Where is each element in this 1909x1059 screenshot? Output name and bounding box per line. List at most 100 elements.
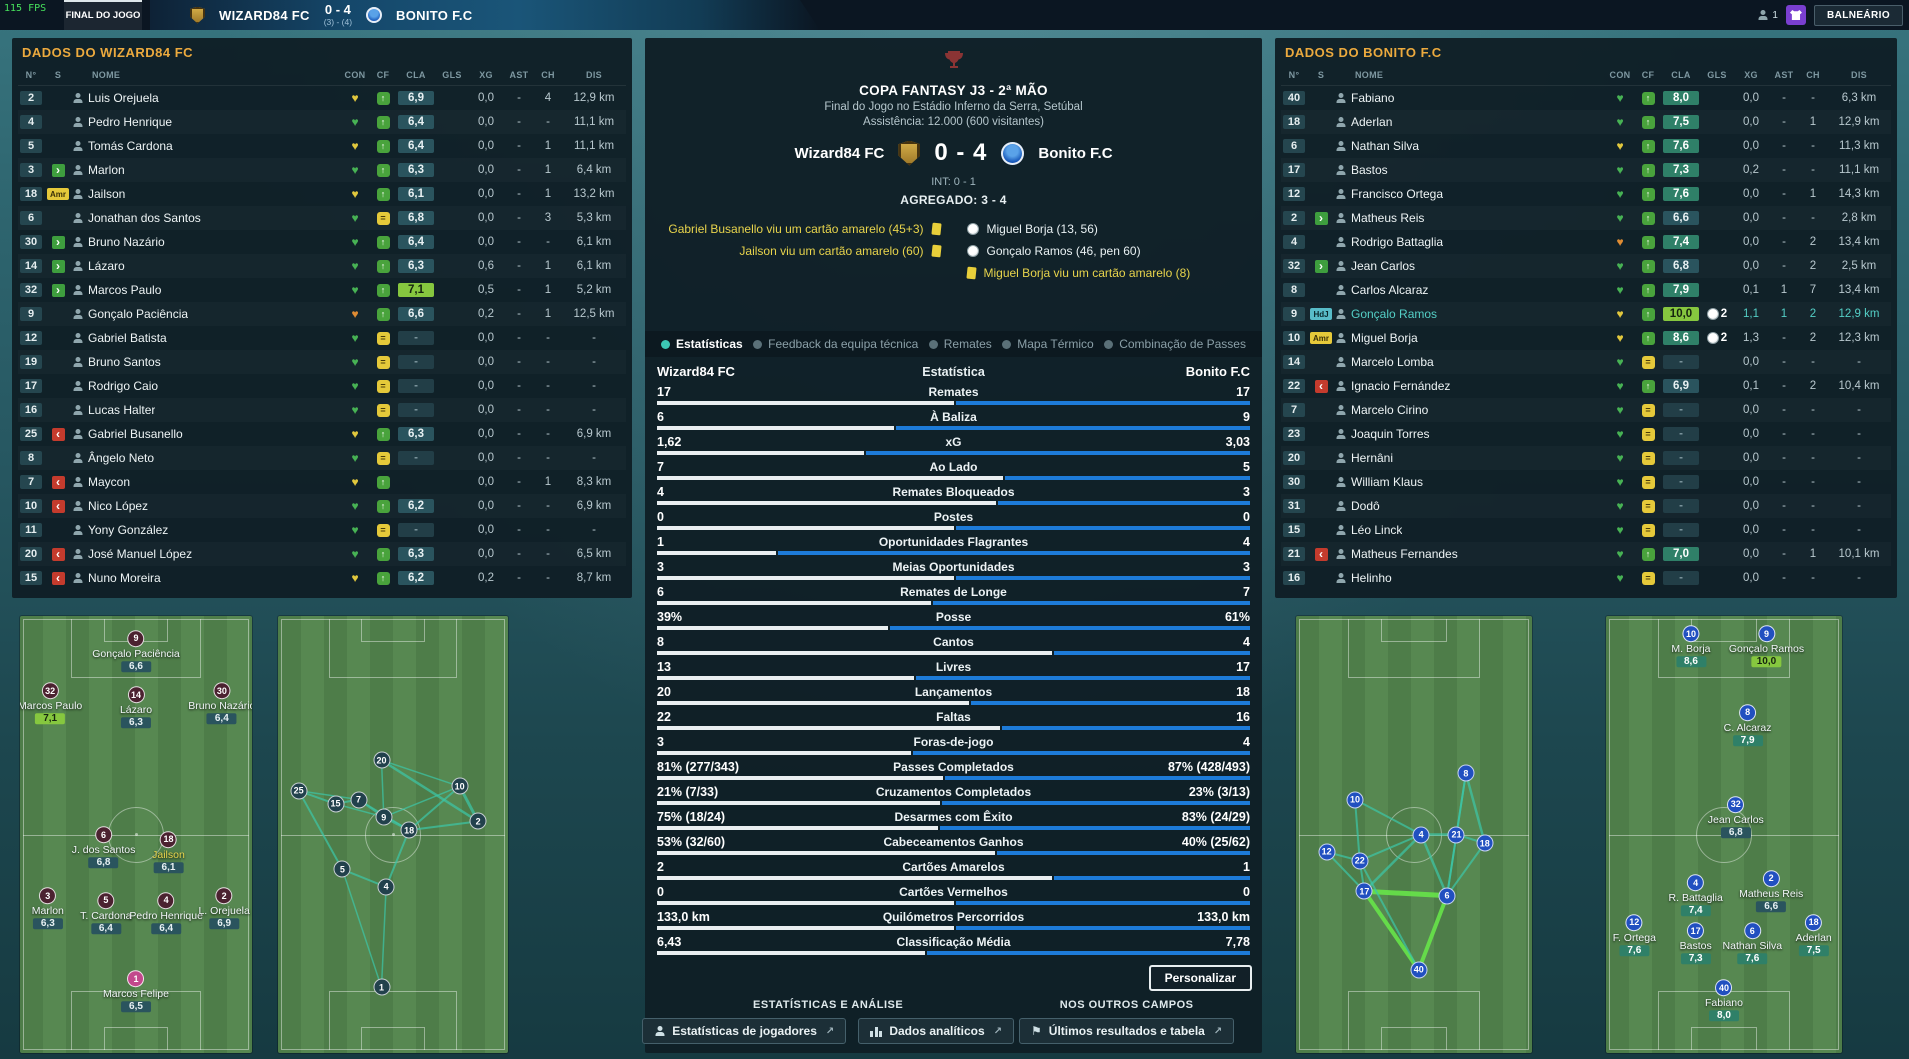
player-node[interactable]: 1 Marcos Felipe 6,5 xyxy=(103,970,169,1013)
kit-button[interactable] xyxy=(1785,5,1806,25)
network-node[interactable]: 8 xyxy=(1457,764,1475,782)
network-node[interactable]: 22 xyxy=(1351,852,1369,870)
player-node[interactable]: 10 M. Borja 8,6 xyxy=(1671,625,1711,668)
player-row[interactable]: 30 William Klaus ♥ = -0,0- - - xyxy=(1281,470,1891,494)
player-row[interactable]: 18 Aderlan ♥ ↑ 7,5 0,0 - 1 12,9 km xyxy=(1281,110,1891,134)
network-node[interactable]: 12 xyxy=(1318,843,1336,861)
player-row[interactable]: 20 ‹ José Manuel López ♥ ↑ 6,3 0,0 - - 6,5 km xyxy=(18,542,626,566)
player-row[interactable]: 8 Carlos Alcaraz ♥ ↑ 7,9 0,1 1 7 13,4 km xyxy=(1281,278,1891,302)
player-row[interactable]: 10 Amr Miguel Borja ♥ ↑ 8,6 2 1,3-2 12,3 km xyxy=(1281,326,1891,350)
player-row[interactable]: 40 Fabiano ♥ ↑ 8,0 0,0 - - 6,3 km xyxy=(1281,86,1891,110)
player-node[interactable]: 6 Nathan Silva 7,6 xyxy=(1723,922,1782,965)
player-row[interactable]: 31 Dodô ♥ = -0,0- - - xyxy=(1281,494,1891,518)
player-row[interactable]: 2 Luis Orejuela ♥ ↑ 6,9 0,0 - 4 12,9 km xyxy=(18,86,626,110)
player-row[interactable]: 16 Lucas Halter ♥ = -0,0- - - xyxy=(18,398,626,422)
player-row[interactable]: 16 Helinho ♥ = -0,0- - - xyxy=(1281,566,1891,590)
player-row[interactable]: 6 Jonathan dos Santos ♥ = 6,8 0,0 - 3 5,3 km xyxy=(18,206,626,230)
player-node[interactable]: 6 J. dos Santos 6,8 xyxy=(72,826,135,869)
player-row[interactable]: 7 ‹ Maycon ♥ ↑ 0,0 - 1 8,3 km xyxy=(18,470,626,494)
player-row[interactable]: 23 Joaquin Torres ♥ = -0,0- - - xyxy=(1281,422,1891,446)
player-node[interactable]: 2 L. Orejuela 6,9 xyxy=(198,887,250,930)
player-row[interactable]: 15 Léo Linck ♥ = -0,0- - - xyxy=(1281,518,1891,542)
people-count[interactable]: 1 xyxy=(1757,10,1778,21)
network-node[interactable]: 7 xyxy=(350,791,367,809)
player-row[interactable]: 32 › Marcos Paulo ♥ ↑ 7,1 0,5 - 1 5,2 km xyxy=(18,278,626,302)
player-row[interactable]: 17 Bastos ♥ ↑ 7,3 0,2 - - 11,1 km xyxy=(1281,158,1891,182)
network-node[interactable]: 5 xyxy=(333,860,351,878)
player-node[interactable]: 17 Bastos 7,3 xyxy=(1680,922,1712,965)
player-row[interactable]: 10 ‹ Nico López ♥ ↑ 6,2 0,0 - - 6,9 km xyxy=(18,494,626,518)
network-node[interactable]: 21 xyxy=(1447,826,1465,843)
player-row[interactable]: 8 Ângelo Neto ♥ = -0,0- - - xyxy=(18,446,626,470)
network-node[interactable]: 2 xyxy=(469,812,487,830)
network-node[interactable]: 17 xyxy=(1355,882,1373,900)
-ltimos-resultados-e-tabela-button[interactable]: ⚑ Últimos resultados e tabela ↗ xyxy=(1019,1018,1235,1044)
player-node[interactable]: 18 Jailson 6,1 xyxy=(152,830,185,873)
player-row[interactable]: 15 ‹ Nuno Moreira ♥ ↑ 6,2 0,2 - - 8,7 km xyxy=(18,566,626,590)
player-row[interactable]: 12 Gabriel Batista ♥ = -0,0- - - xyxy=(18,326,626,350)
player-row[interactable]: 4 Rodrigo Battaglia ♥ ↑ 7,4 0,0 - 2 13,4 km xyxy=(1281,230,1891,254)
player-row[interactable]: 4 Pedro Henrique ♥ ↑ 6,4 0,0 - - 11,1 km xyxy=(18,110,626,134)
player-row[interactable]: 12 Francisco Ortega ♥ ↑ 7,6 0,0 - 1 14,3 km xyxy=(1281,182,1891,206)
tab-final-do-jogo[interactable]: FINAL DO JOGO xyxy=(64,0,142,30)
player-row[interactable]: 17 Rodrigo Caio ♥ = -0,0- - - xyxy=(18,374,626,398)
player-node[interactable]: 9 Gonçalo Ramos 10,0 xyxy=(1729,625,1804,668)
player-row[interactable]: 3 › Marlon ♥ ↑ 6,3 0,0 - 1 6,4 km xyxy=(18,158,626,182)
player-node[interactable]: 30 Bruno Nazário 6,4 xyxy=(188,682,252,725)
player-node[interactable]: 32 Jean Carlos 6,8 xyxy=(1708,795,1764,838)
network-node[interactable]: 25 xyxy=(290,782,308,800)
player-node[interactable]: 5 T. Cardona 6,4 xyxy=(80,891,132,934)
player-row[interactable]: 5 Tomás Cardona ♥ ↑ 6,4 0,0 - 1 11,1 km xyxy=(18,134,626,158)
player-row[interactable]: 20 Hernâni ♥ = -0,0- - - xyxy=(1281,446,1891,470)
tab-3[interactable]: Mapa Térmico xyxy=(1002,337,1094,351)
player-node[interactable]: 4 Pedro Henrique 6,4 xyxy=(129,891,203,934)
network-node[interactable]: 18 xyxy=(400,821,418,839)
player-row[interactable]: 19 Bruno Santos ♥ = -0,0- - - xyxy=(18,350,626,374)
player-row[interactable]: 11 Yony González ♥ = -0,0- - - xyxy=(18,518,626,542)
network-node[interactable]: 10 xyxy=(451,777,469,795)
personalizar-button[interactable]: Personalizar xyxy=(1148,965,1252,991)
player-row[interactable]: 25 ‹ Gabriel Busanello ♥ ↑ 6,3 0,0 - - 6,9 km xyxy=(18,422,626,446)
tab-4[interactable]: Combinação de Passes xyxy=(1104,337,1246,351)
tab-1[interactable]: Feedback da equipa técnica xyxy=(753,337,918,351)
dados-anal-ticos-button[interactable]: Dados analíticos ↗ xyxy=(858,1018,1015,1044)
balneario-button[interactable]: BALNEÁRIO xyxy=(1813,4,1903,26)
player-row[interactable]: 14 Marcelo Lomba ♥ = -0,0- - - xyxy=(1281,350,1891,374)
player-row[interactable]: 14 › Lázaro ♥ ↑ 6,3 0,6 - 1 6,1 km xyxy=(18,254,626,278)
network-node[interactable]: 10 xyxy=(1346,791,1364,809)
stat-cell: - xyxy=(1782,548,1786,560)
player-row[interactable]: 22 ‹ Ignacio Fernández ♥ ↑ 6,9 0,1 - 2 10,4 km xyxy=(1281,374,1891,398)
tab-0[interactable]: Estatísticas xyxy=(661,337,743,351)
player-row[interactable]: 6 Nathan Silva ♥ ↑ 7,6 0,0 - - 11,3 km xyxy=(1281,134,1891,158)
player-row[interactable]: 32 › Jean Carlos ♥ ↑ 6,8 0,0 - 2 2,5 km xyxy=(1281,254,1891,278)
condition-heart-icon: ♥ xyxy=(351,139,359,153)
network-node[interactable]: 20 xyxy=(373,751,390,769)
player-node[interactable]: 18 Aderlan 7,5 xyxy=(1796,913,1832,956)
player-node[interactable]: 4 R. Battaglia 7,4 xyxy=(1669,874,1723,917)
player-row[interactable]: 30 › Bruno Nazário ♥ ↑ 6,4 0,0 - - 6,1 km xyxy=(18,230,626,254)
player-node[interactable]: 32 Marcos Paulo 7,1 xyxy=(20,682,82,725)
network-node[interactable]: 9 xyxy=(375,808,393,826)
player-node[interactable]: 2 Matheus Reis 6,6 xyxy=(1739,870,1803,913)
network-node[interactable]: 6 xyxy=(1438,887,1456,905)
player-node[interactable]: 12 F. Ortega 7,6 xyxy=(1613,913,1656,956)
player-row[interactable]: 2 › Matheus Reis ♥ ↑ 6,6 0,0 - - 2,8 km xyxy=(1281,206,1891,230)
network-node[interactable]: 18 xyxy=(1476,834,1494,852)
network-node[interactable]: 4 xyxy=(1412,826,1430,843)
network-node[interactable]: 1 xyxy=(373,978,390,996)
player-node[interactable]: 3 Marlon 6,3 xyxy=(32,887,64,930)
player-row[interactable]: 9 HdJ Gonçalo Ramos ♥ ↑ 10,0 2 1,1 1 2 12,9 km xyxy=(1281,302,1891,326)
network-node[interactable]: 40 xyxy=(1410,961,1428,979)
player-row[interactable]: 21 ‹ Matheus Fernandes ♥ ↑ 7,0 0,0 - 1 10,1 km xyxy=(1281,542,1891,566)
player-row[interactable]: 7 Marcelo Cirino ♥ = -0,0- - - xyxy=(1281,398,1891,422)
player-node[interactable]: 8 C. Alcaraz 7,9 xyxy=(1724,704,1772,747)
player-row[interactable]: 9 Gonçalo Paciência ♥ ↑ 6,6 0,2 - 1 12,5 km xyxy=(18,302,626,326)
tab-2[interactable]: Remates xyxy=(928,337,992,351)
network-node[interactable]: 15 xyxy=(327,795,344,813)
player-row[interactable]: 18 Amr Jailson ♥ ↑ 6,1 0,0 - 1 13,2 km xyxy=(18,182,626,206)
player-node[interactable]: 14 Lázaro 6,3 xyxy=(120,686,152,729)
player-node[interactable]: 40 Fabiano 8,0 xyxy=(1705,979,1743,1022)
network-node[interactable]: 4 xyxy=(377,878,395,896)
player-node[interactable]: 9 Gonçalo Paciência 6,6 xyxy=(92,629,180,672)
estat-sticas-de-jogadores-button[interactable]: Estatísticas de jogadores ↗ xyxy=(642,1018,847,1044)
